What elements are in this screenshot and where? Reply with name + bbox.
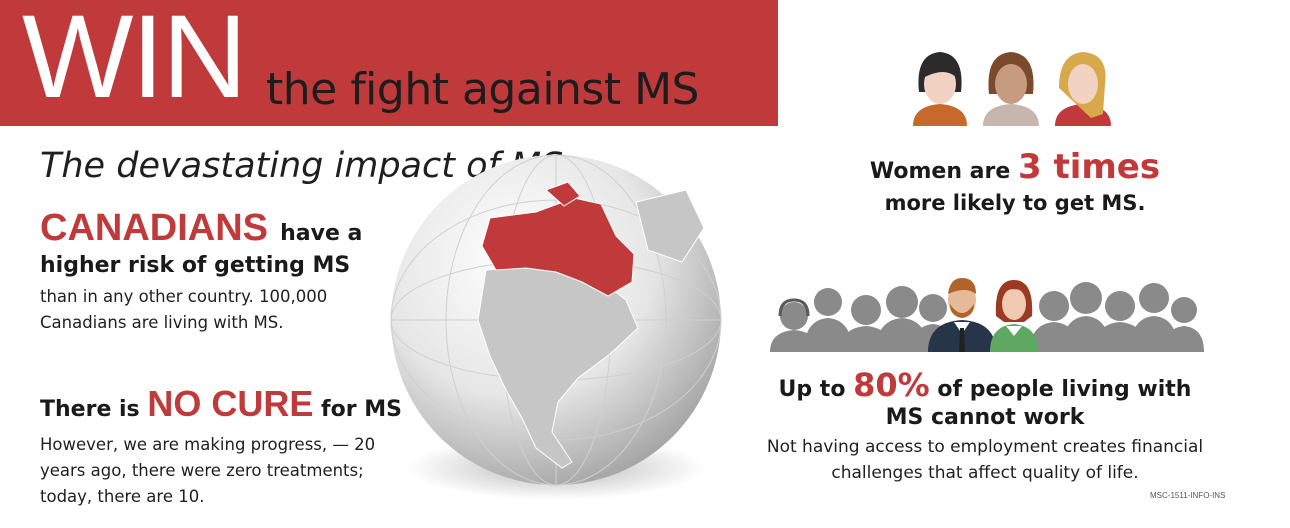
document-code: MSC-1511-INFO-INS xyxy=(1150,491,1226,500)
people-crowd-icon xyxy=(770,278,1204,352)
no-cure-before: There is xyxy=(40,397,140,422)
women-faces-icon xyxy=(913,52,1111,126)
no-cure-block: There is NO CURE for MS However, we are … xyxy=(40,382,420,510)
work-block: Up to 80% of people living with MS canno… xyxy=(720,363,1250,486)
women-block: Women are 3 times more likely to get MS. xyxy=(830,144,1200,217)
work-after: of people living with xyxy=(937,377,1192,402)
work-body: Not having access to employment creates … xyxy=(766,437,1204,483)
women-highlight: 3 times xyxy=(1017,147,1161,187)
tagline: the fight against MS xyxy=(266,64,700,115)
no-cure-body: However, we are making progress, — 20 ye… xyxy=(40,435,376,506)
canadians-body: than in any other country. 100,000 Canad… xyxy=(40,287,328,332)
no-cure-highlight: NO CURE xyxy=(147,383,314,424)
globe-canada-icon xyxy=(390,154,722,500)
win-heading: WIN xyxy=(22,0,247,123)
work-line2: MS cannot work xyxy=(885,405,1085,430)
work-highlight: 80% xyxy=(853,366,930,404)
work-before: Up to xyxy=(778,377,846,402)
canadians-highlight: CANADIANS xyxy=(40,207,268,249)
women-line2: more likely to get MS. xyxy=(884,191,1146,215)
no-cure-after: for MS xyxy=(321,397,402,422)
canadians-block: CANADIANS have a higher risk of getting … xyxy=(40,205,400,336)
canadians-line2: higher risk of getting MS xyxy=(40,253,351,278)
canadians-after: have a xyxy=(280,221,363,246)
title-banner: WIN the fight against MS xyxy=(0,0,778,126)
women-before: Women are xyxy=(869,159,1011,184)
